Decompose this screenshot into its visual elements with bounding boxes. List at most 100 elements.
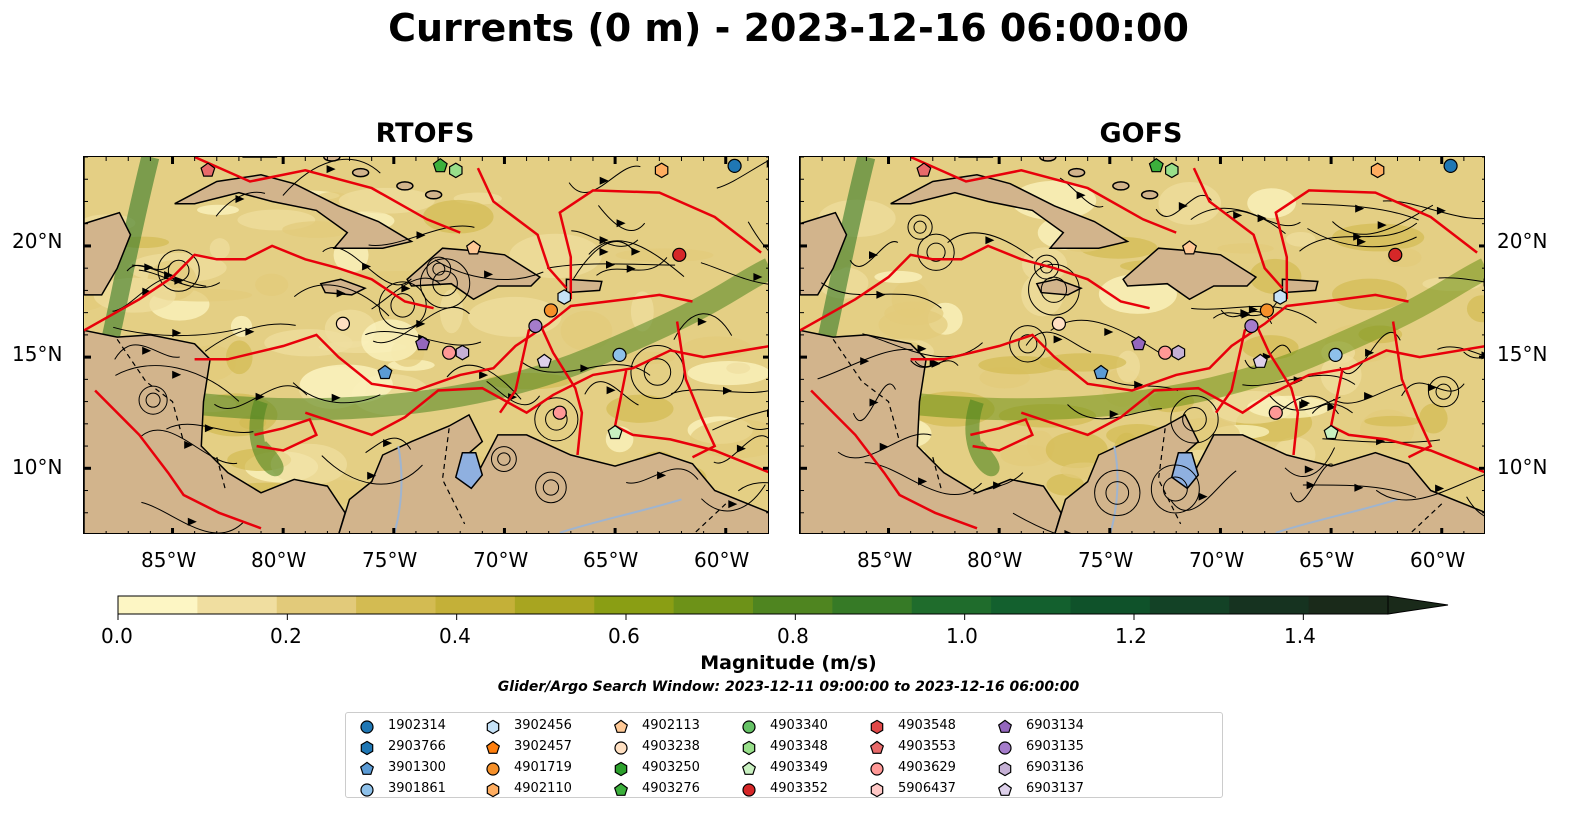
frame-ticks — [800, 157, 1484, 533]
legend-label: 3901861 — [388, 781, 446, 796]
map-panel-gofs — [799, 156, 1485, 534]
float-marker-1902314 — [1443, 158, 1458, 173]
lat-tick-label-right: 20°N — [1497, 229, 1548, 253]
colorbar-segment — [594, 596, 675, 614]
float-marker-4901719 — [1259, 303, 1275, 318]
colorbar-segment — [673, 596, 754, 614]
colorbar-segment — [276, 596, 357, 614]
colorbar-segment — [118, 596, 198, 614]
colorbar-segment — [832, 596, 913, 614]
float-marker-1902314 — [727, 158, 742, 173]
legend-label: 4903276 — [642, 781, 700, 796]
legend-marker-icon — [614, 741, 628, 755]
lon-tick-label: 75°W — [362, 548, 418, 572]
legend-marker-icon — [997, 719, 1013, 733]
colorbar-segment — [1229, 596, 1310, 614]
search-window-text: Glider/Argo Search Window: 2023-12-11 09… — [497, 679, 1080, 695]
float-marker-4903629 — [1268, 405, 1283, 420]
legend-marker-icon — [613, 782, 629, 796]
float-legend: 1902314 2903766 3901300 3901861 3902456 39024… — [345, 712, 1223, 798]
lon-tick-label: 70°W — [473, 548, 529, 572]
float-marker-6903135 — [1244, 318, 1259, 334]
lat-tick-label: 20°N — [12, 229, 63, 253]
legend-label: 4903629 — [898, 760, 956, 775]
colorbar-tick-label: 1.2 — [1115, 624, 1147, 648]
lat-tick-label: 15°N — [12, 342, 63, 366]
float-marker-4903629 — [1158, 345, 1173, 360]
legend-label: 1902314 — [388, 718, 446, 733]
lat-tick-label: 10°N — [12, 455, 63, 479]
legend-label: 3902456 — [514, 718, 572, 733]
float-marker-6903137 — [1252, 353, 1268, 368]
lon-tick-label: 85°W — [857, 548, 913, 572]
legend-label: 4903340 — [770, 718, 828, 733]
legend-marker-icon — [742, 783, 756, 797]
eez-boundaries — [800, 157, 1484, 530]
colorbar-segment — [197, 596, 278, 614]
float-marker-4903349 — [607, 424, 623, 440]
float-marker-6903134 — [1131, 335, 1147, 351]
legend-label: 4902113 — [642, 718, 700, 733]
legend-marker-icon — [997, 782, 1013, 796]
float-marker-3901861 — [1328, 347, 1343, 362]
colorbar-segment — [991, 596, 1071, 614]
float-marker-3901300 — [1093, 364, 1109, 380]
legend-marker-icon — [741, 761, 757, 775]
legend-marker-icon — [998, 761, 1012, 777]
legend-label: 4903250 — [642, 760, 700, 775]
legend-marker-icon — [614, 761, 628, 777]
lat-tick-label-right: 15°N — [1497, 342, 1548, 366]
panel-title-gofs: GOFS — [1099, 118, 1183, 149]
float-marker-4903352 — [672, 247, 687, 262]
panama-gyre-band — [249, 399, 284, 477]
legend-marker-icon — [360, 720, 374, 734]
legend-marker-icon — [613, 719, 629, 733]
colorbar — [117, 595, 1449, 620]
legend-label: 6903135 — [1026, 739, 1084, 754]
float-marker-4903276 — [1148, 157, 1164, 173]
colorbar-tick-label: 1.4 — [1284, 624, 1316, 648]
legend-marker-icon — [870, 719, 884, 735]
lon-tick-label: 85°W — [141, 548, 197, 572]
lon-tick-label: 65°W — [1299, 548, 1355, 572]
legend-label: 6903134 — [1026, 718, 1084, 733]
legend-label: 6903137 — [1026, 781, 1084, 796]
colorbar-segment — [1308, 596, 1389, 614]
lon-tick-label: 60°W — [694, 548, 750, 572]
legend-label: 5906437 — [898, 781, 956, 796]
float-marker-3902456 — [1273, 289, 1287, 305]
colorbar-segment — [1149, 596, 1230, 614]
float-marker-4902113 — [1181, 240, 1198, 255]
panama-gyre-band — [965, 399, 1000, 477]
legend-label: 4903352 — [770, 781, 828, 796]
legend-marker-icon — [870, 782, 884, 798]
eez-boundaries — [84, 157, 768, 530]
legend-marker-icon — [486, 762, 500, 776]
lon-tick-label: 75°W — [1078, 548, 1134, 572]
colorbar-segment — [356, 596, 436, 614]
legend-label: 4901719 — [514, 760, 572, 775]
colorbar-segment — [753, 596, 833, 614]
float-marker-4903352 — [1388, 247, 1403, 262]
map-panel-rtofs — [83, 156, 769, 534]
panel-title-rtofs: RTOFS — [375, 118, 475, 149]
float-marker-4903276 — [432, 157, 448, 173]
legend-label: 4903553 — [898, 739, 956, 754]
lon-tick-label: 65°W — [583, 548, 639, 572]
caribbean-current-band — [104, 258, 768, 421]
float-marker-4902110 — [654, 162, 669, 179]
legend-marker-icon — [870, 762, 884, 776]
legend-label: 3901300 — [388, 760, 446, 775]
float-marker-6903137 — [536, 353, 552, 368]
land-masses — [800, 157, 1484, 533]
lon-tick-label: 60°W — [1410, 548, 1466, 572]
legend-label: 4903548 — [898, 718, 956, 733]
lon-tick-label: 80°W — [251, 548, 307, 572]
colorbar-segment — [514, 596, 595, 614]
country-borders — [116, 338, 727, 533]
float-marker-4903348 — [449, 162, 463, 179]
colorbar-label: Magnitude (m/s) — [700, 652, 877, 674]
float-marker-4903238 — [1051, 316, 1067, 331]
frame-ticks — [84, 157, 768, 533]
float-marker-4903629 — [442, 345, 457, 360]
